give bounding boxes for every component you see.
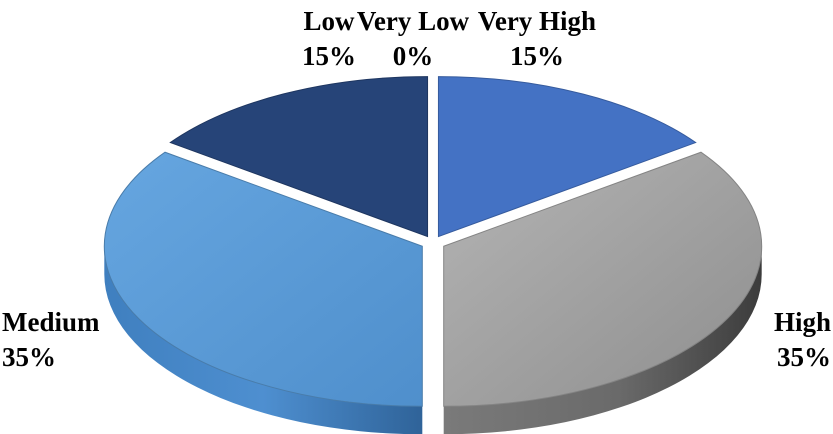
pie-slice-high [443,151,763,434]
pie-slice-medium [103,151,423,434]
data-label-high: High 35% [774,307,831,372]
data-label-very-high: Very High 15% [478,6,596,71]
pie-slice-medium-side [104,246,423,434]
pie-slice-very-high-top [437,76,697,238]
data-label-medium: Medium 35% [2,307,100,372]
data-label-low-value: 15% [302,41,356,71]
data-label-medium-category: Medium [2,307,100,337]
data-label-very-low: Very Low 0% [357,6,470,71]
pie-slice-high-top [443,151,763,407]
data-label-very-high-value: 15% [510,41,564,71]
data-label-very-high-category: Very High [478,6,596,36]
data-label-very-low-value: 0% [393,41,434,71]
data-label-high-category: High [774,307,831,337]
pie-slice-high-side [443,246,762,434]
pie-slice-very-high [437,76,697,238]
data-label-high-value: 35% [777,342,831,372]
data-label-medium-value: 35% [2,342,56,372]
pie-slice-low-top [169,76,429,238]
data-label-very-low-category: Very Low [357,6,470,36]
pie-slice-low [169,76,429,238]
data-label-low: Low 15% [302,6,356,71]
pie-slice-medium-top [103,151,423,407]
data-label-low-category: Low [304,6,356,36]
